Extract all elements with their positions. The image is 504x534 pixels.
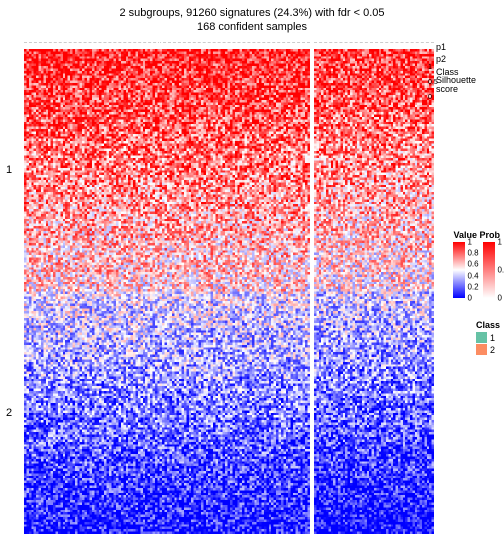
title-line-1: 2 subgroups, 91260 signatures (24.3%) wi… bbox=[0, 6, 504, 20]
row-group-labels: 12 bbox=[6, 49, 24, 534]
heatmap-right-column bbox=[314, 49, 434, 534]
annot-label-p2: p2 bbox=[436, 54, 446, 64]
title-line-2: 168 confident samples bbox=[0, 20, 504, 34]
annot-label-p1: p1 bbox=[436, 42, 446, 52]
annot-label-score: score bbox=[436, 84, 458, 94]
heatmap-left-column bbox=[24, 49, 310, 534]
row-group-label: 2 bbox=[6, 407, 12, 419]
row-group-label: 1 bbox=[6, 164, 12, 176]
legend-class: Class12 bbox=[476, 320, 500, 356]
legend-value: Value Prob00.20.40.60.8100.51 bbox=[453, 230, 500, 298]
